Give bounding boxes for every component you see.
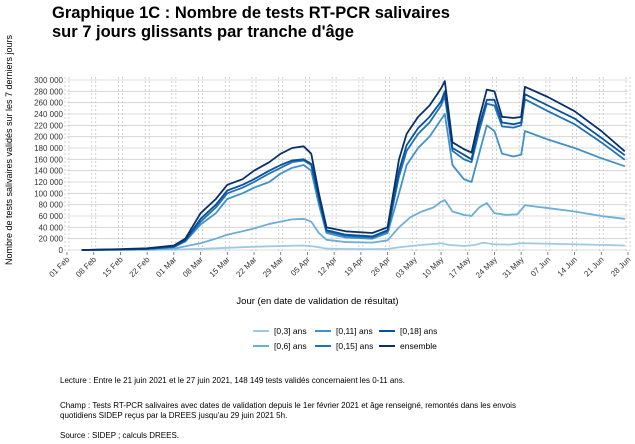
x-tick-label: 17 May [447, 255, 472, 280]
x-tick-label: 15 Feb [101, 255, 125, 279]
y-tick-label: 0 [59, 246, 64, 255]
x-tick-label: 14 Jun [556, 255, 579, 278]
series-line-2 [81, 113, 626, 251]
x-tick-label: 28 Jun [609, 255, 632, 278]
x-tick-label: 31 May [501, 255, 526, 280]
note-champ-line-2: quotidiens SIDEP reçus par la DREES jusq… [60, 411, 288, 420]
y-tick-label: 80 000 [39, 201, 64, 210]
legend-label-0-11: [0,11] ans [336, 326, 373, 336]
x-tick-label: 07 Jun [529, 255, 552, 278]
y-axis-title: Nombre de tests salivaires validés sur l… [4, 34, 14, 266]
y-tick-label: 280 000 [34, 87, 63, 96]
legend-swatch-0-11 [315, 329, 331, 333]
legend-swatch-0-6 [253, 344, 269, 348]
x-tick-label: 21 Jun [582, 255, 605, 278]
legend-swatch-0-15 [315, 344, 331, 348]
y-tick-label: 140 000 [34, 167, 63, 176]
legend-label-0-18: [0,18] ans [400, 326, 438, 336]
x-tick-label: 22 Feb [128, 255, 152, 279]
x-tick-label: 29 Mar [261, 255, 285, 279]
plot-panel [67, 77, 628, 253]
x-tick-label: 10 May [420, 255, 445, 280]
x-tick-label: 03 May [394, 255, 419, 280]
x-tick-label: 08 Mar [181, 255, 205, 279]
y-tick-label: 260 000 [34, 99, 63, 108]
legend-label-0-15: [0,15] ans [336, 341, 374, 351]
note-champ: Champ : Tests RT-PCR salivaires avec dat… [60, 401, 516, 421]
legend-swatch-0-3 [253, 329, 269, 333]
y-tick-label: 300 000 [34, 76, 63, 85]
x-tick-label: 22 Mar [234, 255, 258, 279]
legend-label-0-3: [0,3] ans [274, 326, 307, 336]
y-tick-label: 240 000 [34, 110, 63, 119]
legend-item-0-6: [0,6] ans [253, 341, 307, 351]
y-tick-label: 160 000 [34, 155, 63, 164]
y-tick-label: 100 000 [34, 189, 63, 198]
x-tick-label: 08 Feb [74, 255, 98, 279]
legend-item-0-3: [0,3] ans [253, 326, 307, 336]
y-tick-label: 40 000 [39, 223, 64, 232]
x-tick-label: 19 Apr [343, 255, 366, 278]
chart-title-line-1: Graphique 1C : Nombre de tests RT-PCR sa… [52, 4, 450, 22]
legend-swatch-0-18 [379, 329, 395, 333]
y-tick-label: 60 000 [39, 212, 64, 221]
x-tick-label: 01 Feb [47, 255, 71, 279]
x-axis-title: Jour (en date de validation de résultat) [236, 296, 399, 307]
y-tick-label: 220 000 [34, 121, 63, 130]
x-tick-label: 01 Mar [154, 255, 178, 279]
x-tick-label: 15 Mar [208, 255, 232, 279]
chart-title-line-2: sur 7 jours glissants par tranche d'âge [52, 23, 354, 41]
line-chart: 0 20 000 40 000 60 000 80 000 100 000 120 000 1… [34, 76, 632, 280]
x-tick-label: 12 Apr [316, 255, 339, 278]
legend-item-ensemble: ensemble [379, 341, 437, 351]
legend-item-0-11: [0,11] ans [315, 326, 373, 336]
series-line-1 [81, 199, 626, 251]
note-champ-line-1: Champ : Tests RT-PCR salivaires avec dat… [60, 401, 516, 410]
x-tick-label: 24 May [474, 255, 499, 280]
y-axis-title-container: Nombre de tests salivaires validés sur l… [2, 35, 16, 265]
legend-label-ensemble: ensemble [400, 341, 437, 351]
series-line-5 [81, 80, 626, 251]
legend-swatch-ensemble [379, 344, 395, 348]
legend-label-0-6: [0,6] ans [274, 341, 307, 351]
chart-title: Graphique 1C : Nombre de tests RT-PCR sa… [52, 4, 450, 42]
y-tick-label: 20 000 [39, 235, 64, 244]
x-tick-label: 26 Apr [369, 255, 392, 278]
series-line-4 [81, 90, 626, 251]
y-tick-label: 180 000 [34, 144, 63, 153]
legend-item-0-18: [0,18] ans [379, 326, 437, 336]
note-source: Source : SIDEP ; calculs DREES. [60, 431, 180, 440]
note-lecture: Lecture : Entre le 21 juin 2021 et le 27… [60, 376, 405, 385]
x-tick-label: 05 Apr [289, 255, 312, 278]
y-tick-label: 120 000 [34, 178, 63, 187]
y-tick-label: 200 000 [34, 133, 63, 142]
series-line-0 [81, 241, 626, 251]
legend-item-0-15: [0,15] ans [315, 341, 373, 351]
